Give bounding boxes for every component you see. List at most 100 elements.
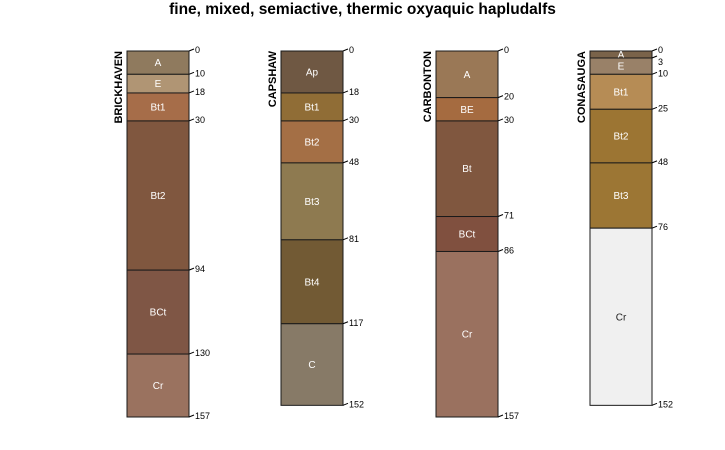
horizon-bct [435,216,499,252]
depth-label: 86 [504,245,514,255]
horizon-bt2 [126,120,190,271]
horizon-bt [435,120,499,218]
horizon-label: Cr [616,312,627,323]
depth-tick [497,414,504,418]
horizon-bt1 [126,92,190,122]
depth-tick [188,267,195,271]
horizon-label: Bt2 [304,137,319,148]
depth-label: 81 [349,234,359,244]
depth-label: 117 [349,318,363,328]
depth-label: 48 [658,157,668,167]
depth-label: 18 [349,87,359,97]
depth-tick [651,402,658,406]
horizon-label: BE [460,105,474,116]
horizon-ap [280,50,344,94]
horizon-label: Bt [462,164,472,175]
horizon-label: Bt3 [304,197,319,208]
horizon-label: A [464,70,471,81]
depth-tick [188,118,195,122]
depth-tick [188,414,195,418]
depth-label: 76 [658,222,668,232]
depth-tick [497,118,504,122]
horizon-label: Ap [306,67,319,78]
profile-name: CARBONTON [422,51,434,122]
depth-label: 94 [195,264,205,274]
horizon-label: Cr [153,381,164,392]
horizon-label: Bt2 [613,132,628,143]
depth-tick [651,225,658,229]
horizon-label: A [618,50,625,61]
depth-tick [342,90,349,94]
horizon-cr [435,250,499,418]
depth-label: 20 [504,92,514,102]
depth-label: 30 [504,115,514,125]
depth-label: 152 [658,399,673,409]
depth-label: 157 [195,411,210,421]
depth-tick [188,48,195,52]
horizon-a [435,50,499,99]
horizon-bt1 [589,73,653,110]
depth-label: 18 [195,87,205,97]
depth-label: 10 [658,68,668,78]
depth-tick [342,402,349,406]
horizon-label: Cr [462,330,473,341]
depth-tick [342,321,349,325]
depth-tick [188,90,195,94]
horizon-label: Bt1 [150,102,165,113]
horizon-c [280,323,344,406]
horizon-cr [126,353,190,418]
horizon-label: Bt3 [613,191,628,202]
profile-brickhaven: BRICKHAVEN AE Bt1 Bt2 BCt Cr 0 10 18 30 94 130 157 [113,45,210,421]
horizon-bct [126,269,190,355]
depth-tick [651,55,658,59]
depth-tick [342,118,349,122]
horizon-label: BCt [150,308,167,319]
depth-tick [188,351,195,355]
depth-label: 0 [658,45,663,55]
depth-tick [497,95,504,99]
horizon-label: BCt [459,230,476,241]
depth-tick [651,160,658,164]
depth-label: 71 [504,211,514,221]
depth-label: 0 [349,45,354,55]
depth-label: 152 [349,399,364,409]
depth-tick [497,214,504,217]
depth-tick [497,249,504,252]
profile-name: CAPSHAW [267,50,279,107]
depth-label: 157 [504,411,519,421]
depth-tick [342,237,349,241]
horizon-label: Bt4 [304,277,319,288]
chart-title: fine, mixed, semiactive, thermic oxyaqui… [169,1,556,18]
depth-label: 30 [349,115,359,125]
horizon-label: E [155,79,162,90]
horizon-label: E [618,62,625,73]
horizon-label: Bt1 [613,87,628,98]
profile-carbonton: CARBONTON A BE Bt BCt Cr 0 20 30 71 86 157 [422,45,519,421]
depth-label: 30 [195,115,205,125]
depth-tick [651,71,658,75]
depth-label: 10 [195,68,205,78]
profile-capshaw: CAPSHAW Ap Bt1 Bt2 Bt3 Bt4 C 0 18 30 48 81 117 152 [267,45,364,409]
horizon-bt3 [280,162,344,241]
depth-label: 48 [349,157,359,167]
horizon-cr [589,227,653,406]
horizon-bt3 [589,162,653,229]
horizon-bt2 [589,108,653,164]
depth-label: 0 [195,45,200,55]
horizon-label: Bt2 [150,191,165,202]
horizon-label: Bt1 [304,102,319,113]
horizon-label: C [308,360,315,371]
depth-label: 0 [504,45,509,55]
depth-tick [651,48,658,52]
depth-tick [497,48,504,52]
horizon-label: A [155,58,162,69]
profile-conasauga: CONASAUGA AE Bt1 Bt2 Bt3 Cr 0 310 25 48 76 152 [576,45,673,409]
depth-tick [188,71,195,75]
horizon-bt4 [280,239,344,325]
depth-label: 130 [195,348,210,358]
depth-label: 3 [658,57,663,67]
depth-tick [651,106,658,110]
depth-tick [342,160,349,164]
depth-tick [342,48,349,52]
